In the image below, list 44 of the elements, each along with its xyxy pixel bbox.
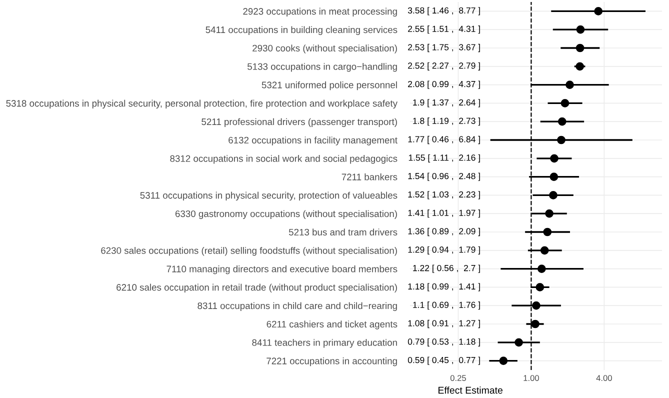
annotation: 1.08 [ 0.91 , 1.27 ] (408, 320, 480, 328)
annotation: 2.53 [ 1.75 , 3.67 ] (408, 44, 480, 52)
annotation: 3.58 [ 1.46 , 8.77 ] (408, 7, 480, 16)
annotation: 1.8 [ 1.19 , 2.73 ] (413, 118, 480, 126)
annotation: 1.77 [ 0.46 , 6.84 ] (408, 136, 480, 144)
y-tick-label: 8311 occupations in child care and child−rearing (198, 302, 397, 311)
y-tick-label: 7221 occupations in accounting (266, 357, 397, 366)
y-tick-label: 6211 cashiers and ticket agents (266, 320, 398, 330)
y-tick-label: 2923 occupations in meat processing (243, 8, 397, 17)
y-tick-label: 5211 professional drivers (passenger transport) (202, 118, 397, 127)
annotation: 1.18 [ 0.99 , 1.41 ] (408, 283, 480, 292)
annotation: 1.36 [ 0.89 , 2.09 ] (408, 228, 480, 236)
annotation: 1.1 [ 0.69 , 1.76 ] (413, 302, 480, 310)
annotation: 0.59 [ 0.45 , 0.77 ] (408, 356, 480, 365)
x-tick-label: 1.00 (524, 375, 539, 381)
annotation: 1.41 [ 1.01 , 1.97 ] (408, 210, 480, 218)
annotation: 0.79 [ 0.53 , 1.18 ] (408, 338, 480, 346)
annotation: 1.22 [ 0.56 , 2.7 ] (413, 264, 480, 273)
annotation: 1.52 [ 1.03 , 2.23 ] (408, 191, 480, 200)
y-tick-label: 6132 occupations in facility management (228, 136, 398, 146)
x-tick-label: 4.00 (596, 375, 612, 381)
y-tick-label: 8411 teachers in primary education (252, 339, 397, 348)
annotation: 1.29 [ 0.94 , 1.79 ] (408, 246, 480, 254)
annotation: 1.54 [ 0.96 , 2.48 ] (408, 172, 480, 181)
y-tick-label: 5318 occupations in physical security, personal protection, fire protection and workplace safety (6, 100, 398, 109)
y-tick-label: 7211 bankers (342, 173, 398, 180)
y-tick-label: 5311 occupations in physical security, protection of valueables (140, 192, 398, 201)
y-tick-label: 5133 occupations in cargo−handling (248, 63, 397, 72)
annotation: 1.55 [ 1.11 , 2.16 ] (408, 154, 480, 162)
y-tick-label: 6230 sales occupations (retail) selling foodstuffs (without specialisation) (101, 247, 397, 256)
annotation: 2.08 [ 0.99 , 4.37 ] (408, 80, 480, 89)
y-tick-label: 5213 bus and tram drivers (288, 228, 398, 236)
y-tick-label: 2930 cooks (without specialisation) (252, 44, 397, 54)
y-tick-label: 6210 sales occupation in retail trade (without product specialisation) (116, 284, 397, 293)
annotation: 1.9 [ 1.37 , 2.64 ] (413, 99, 480, 108)
y-tick-label: 6330 gastronomy occupations (without specialisation) (175, 210, 397, 219)
y-tick-label: 5321 uniformed police personnel (262, 81, 397, 90)
y-tick-label: 7110 managing directors and executive board members (166, 265, 398, 274)
y-tick-label: 5411 occupations in building cleaning services (206, 26, 398, 35)
x-axis-title: Effect Estimate (438, 386, 502, 394)
x-tick-label: 0.25 (450, 375, 466, 381)
y-tick-label: 8312 occupations in social work and social pedagogics (170, 155, 398, 164)
annotation: 2.52 [ 2.27 , 2.79 ] (408, 62, 480, 70)
annotation: 2.55 [ 1.51 , 4.31 ] (408, 26, 480, 34)
